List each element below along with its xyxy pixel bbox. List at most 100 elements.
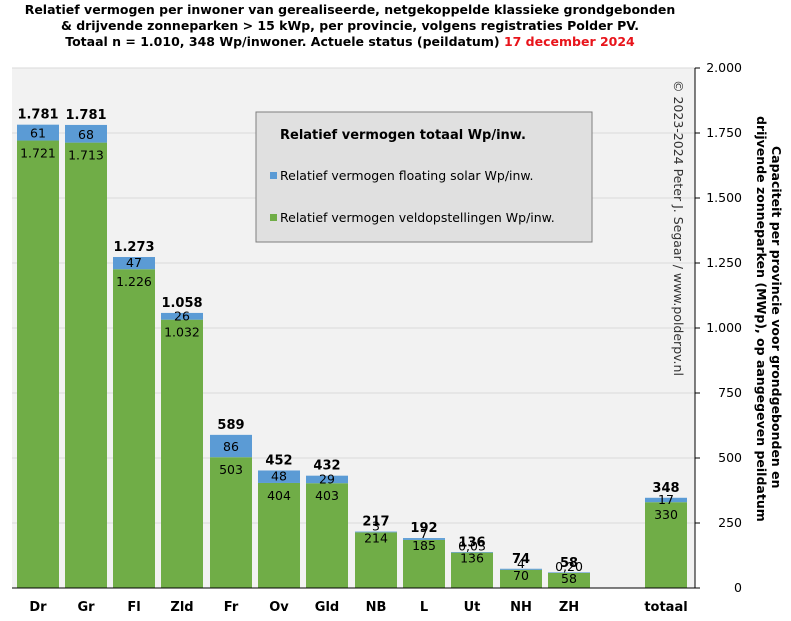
bar-floating [403, 538, 445, 540]
legend-box [255, 111, 593, 243]
bar-floating [355, 531, 397, 533]
x-tick-label: NH [510, 600, 532, 615]
veld-value-label: 58 [561, 571, 577, 586]
veld-value-label: 136 [460, 551, 484, 566]
legend-title: Relatief vermogen totaal Wp/inw. [280, 128, 526, 143]
floating-value-label: 3 [372, 518, 380, 533]
y-tick-label: 1.500 [706, 190, 742, 205]
bar-floating [258, 470, 300, 483]
total-label: 136 [458, 536, 485, 551]
x-tick-label: Gld [315, 600, 339, 615]
title-line-3-text: Totaal n = 1.010, 348 Wp/inwoner. Actuel… [65, 34, 500, 49]
y-tick-label: 1.250 [706, 255, 742, 270]
x-tick-label: Fl [127, 600, 140, 615]
bar-floating [451, 552, 493, 553]
veld-value-label: 503 [219, 462, 243, 477]
bar-veld [500, 569, 542, 588]
veld-value-label: 1.032 [164, 325, 200, 340]
x-tick-label: NB [366, 600, 387, 615]
veld-value-label: 185 [412, 538, 436, 553]
x-tick-label: L [420, 600, 428, 615]
total-label: 348 [652, 481, 679, 496]
bar-veld [548, 572, 590, 588]
floating-value-label: 47 [126, 255, 142, 270]
copyright-text: © 2023-2024 Peter J. Segaar / www.polder… [671, 80, 686, 376]
bar-veld [645, 502, 687, 588]
legend: Relatief vermogen totaal Wp/inw. Relatie… [255, 111, 593, 243]
floating-value-label: 0,20 [555, 559, 583, 574]
bar-veld [113, 269, 155, 588]
x-tick-label: Fr [224, 600, 239, 615]
bar-floating [161, 312, 203, 320]
y-tick-label: 2.000 [706, 60, 742, 75]
total-label: 1.781 [17, 108, 58, 123]
total-label: 452 [265, 453, 292, 468]
x-axis-ticks: Dr Gr Fl Zld Fr Ov Gld NB L Ut NH ZH totaal [29, 600, 687, 615]
bar-floating [548, 572, 590, 573]
total-label: 74 [512, 552, 530, 567]
y-axis-label-line-1: Capaciteit per provincie voor grondgebon… [769, 146, 784, 489]
y-tick-label: 750 [718, 385, 742, 400]
y-tick-label: 0 [734, 580, 742, 595]
bar-veld [355, 532, 397, 588]
y-axis-ticks: 0 250 500 750 1.000 1.250 1.500 1.750 2.000 [695, 60, 742, 595]
veld-value-label: 1.713 [68, 148, 104, 163]
total-label: 1.781 [65, 108, 106, 123]
y-tick-label: 1.000 [706, 320, 742, 335]
floating-value-label: 48 [271, 469, 287, 484]
total-label: 589 [217, 418, 244, 433]
veld-value-label: 70 [513, 568, 529, 583]
floating-value-label: 86 [223, 439, 239, 454]
bar-floating [113, 257, 155, 270]
bar-veld [161, 319, 203, 588]
title-line-3: Totaal n = 1.010, 348 Wp/inwoner. Actuel… [0, 34, 700, 50]
bar-veld [451, 552, 493, 588]
bar-floating [65, 124, 107, 143]
bar-floating [500, 568, 542, 570]
legend-label-floating: Relatief vermogen floating solar Wp/inw. [280, 168, 533, 183]
floating-value-label: 4 [517, 556, 525, 571]
veld-value-label: 403 [315, 488, 339, 503]
bar-veld [258, 482, 300, 588]
floating-value-label: 0,03 [458, 539, 486, 554]
total-label: 1.058 [161, 296, 202, 311]
bar-veld [210, 457, 252, 588]
floating-value-label: 7 [420, 526, 428, 541]
total-label: 217 [362, 515, 389, 530]
bar-floating [306, 475, 348, 484]
title-line-1: Relatief vermogen per inwoner van gereal… [24, 2, 676, 17]
chart-title: Relatief vermogen per inwoner van gereal… [0, 2, 700, 50]
title-line-2: & drijvende zonneparken > 15 kWp, per pr… [60, 18, 640, 33]
y-axis-label-line-2: drijvende zonneparken (MWp), op aangegev… [754, 116, 769, 522]
bar-labels: 1.781611.7211.781681.7131.273471.2261.05… [17, 108, 679, 586]
x-tick-label: Zld [170, 600, 193, 615]
x-tick-label: Gr [77, 600, 95, 615]
total-label: 1.273 [113, 240, 154, 255]
bar-veld [306, 483, 348, 588]
bar-veld [403, 539, 445, 588]
total-label: 58 [560, 556, 578, 571]
bar-floating [210, 434, 252, 458]
peildatum: 17 december 2024 [503, 34, 635, 49]
veld-value-label: 1.721 [20, 146, 56, 161]
y-tick-label: 1.750 [706, 125, 742, 140]
x-tick-label: ZH [559, 600, 579, 615]
veld-value-label: 330 [654, 507, 678, 522]
legend-swatch-floating [270, 172, 277, 179]
bar-floating [645, 497, 687, 503]
x-tick-label: Ov [269, 600, 289, 615]
veld-value-label: 214 [364, 530, 388, 545]
x-tick-label: Dr [29, 600, 47, 615]
legend-label-veld: Relatief vermogen veldopstellingen Wp/in… [280, 210, 555, 225]
total-label: 432 [313, 459, 340, 474]
bar-veld [17, 140, 59, 589]
bar-floating [17, 124, 59, 141]
veld-value-label: 404 [267, 488, 291, 503]
y-tick-label: 500 [718, 450, 742, 465]
veld-value-label: 1.226 [116, 274, 152, 289]
x-tick-label: Ut [464, 600, 481, 615]
y-tick-label: 250 [718, 515, 742, 530]
floating-value-label: 61 [30, 126, 46, 141]
floating-value-label: 68 [78, 127, 94, 142]
